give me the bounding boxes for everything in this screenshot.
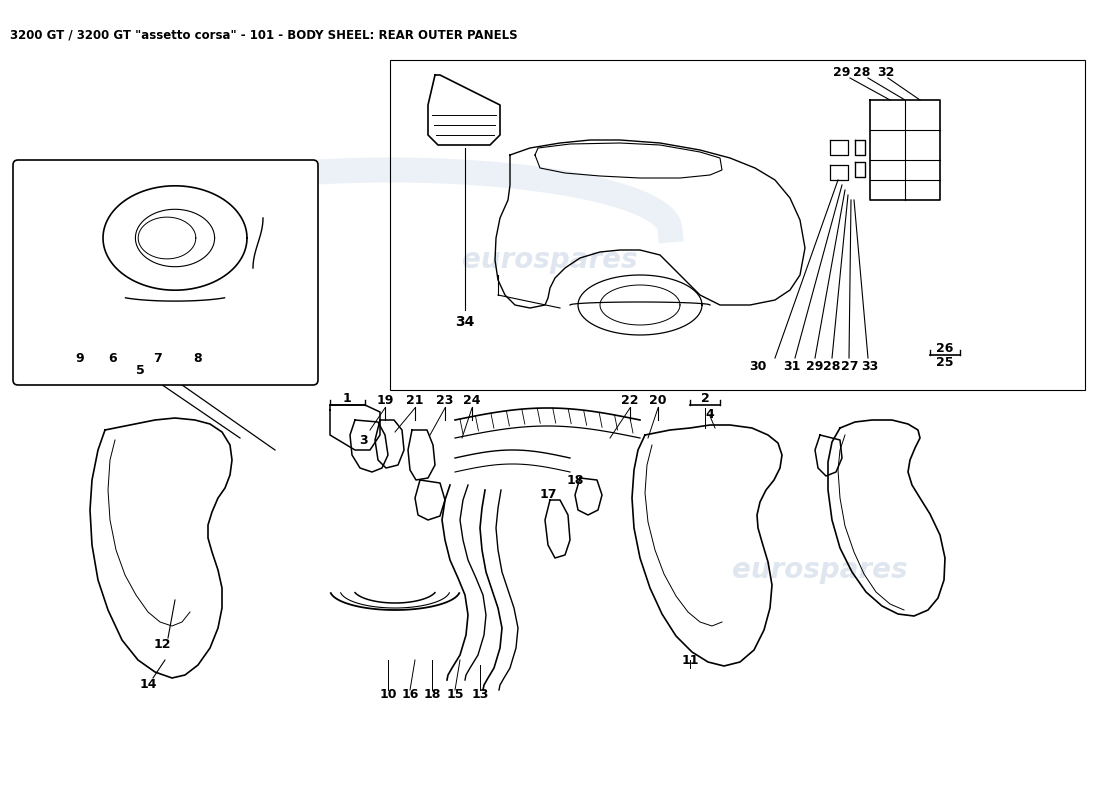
Text: 30: 30 (749, 361, 767, 374)
Text: 18: 18 (566, 474, 584, 486)
Text: 10: 10 (379, 689, 397, 702)
Text: 33: 33 (861, 361, 879, 374)
Text: 17: 17 (539, 489, 557, 502)
Text: 2: 2 (701, 391, 710, 405)
Text: 16: 16 (402, 689, 419, 702)
Text: 3200 GT / 3200 GT "assetto corsa" - 101 - BODY SHEEL: REAR OUTER PANELS: 3200 GT / 3200 GT "assetto corsa" - 101 … (10, 28, 518, 41)
Text: 24: 24 (463, 394, 481, 406)
Text: 25: 25 (936, 355, 954, 369)
Text: 26: 26 (936, 342, 954, 354)
Text: 28: 28 (823, 361, 840, 374)
Text: 5: 5 (135, 363, 144, 377)
Text: 6: 6 (109, 351, 118, 365)
Text: 23: 23 (437, 394, 453, 406)
Text: 13: 13 (471, 689, 488, 702)
Text: 1: 1 (342, 391, 351, 405)
Text: 9: 9 (76, 351, 85, 365)
Text: 19: 19 (376, 394, 394, 406)
Text: 18: 18 (424, 689, 441, 702)
Text: 34: 34 (455, 315, 475, 329)
FancyBboxPatch shape (13, 160, 318, 385)
Text: 32: 32 (878, 66, 894, 79)
Text: 8: 8 (194, 351, 202, 365)
Text: eurospares: eurospares (733, 556, 908, 584)
Text: 3: 3 (359, 434, 367, 446)
Text: 28: 28 (854, 66, 871, 79)
Text: 12: 12 (153, 638, 170, 651)
Text: 4: 4 (705, 409, 714, 422)
Text: 27: 27 (842, 361, 859, 374)
Text: eurospares: eurospares (462, 246, 638, 274)
Text: 29: 29 (834, 66, 850, 79)
Text: 22: 22 (621, 394, 639, 406)
Bar (390, 60, 1085, 390)
Text: 20: 20 (649, 394, 667, 406)
Text: 11: 11 (681, 654, 698, 666)
Text: eurospares: eurospares (112, 276, 288, 304)
Text: 14: 14 (140, 678, 156, 691)
Text: 15: 15 (447, 689, 464, 702)
Text: 31: 31 (783, 361, 801, 374)
Text: 21: 21 (406, 394, 424, 406)
Text: 29: 29 (806, 361, 824, 374)
Text: 7: 7 (153, 351, 162, 365)
